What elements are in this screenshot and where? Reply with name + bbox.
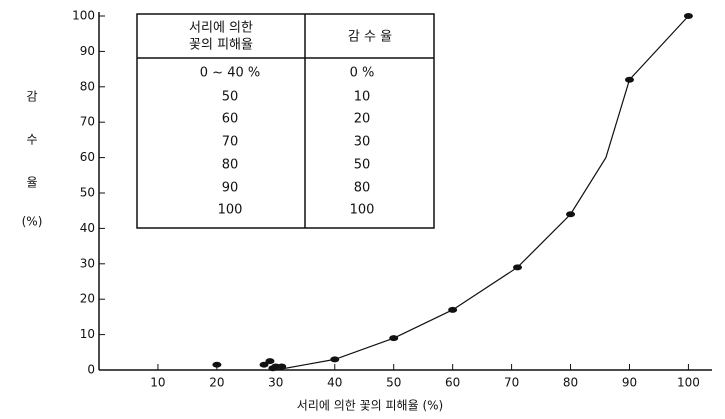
table-cell: 90	[222, 181, 239, 196]
x-tick-label: 90	[622, 376, 637, 390]
x-tick-label: 30	[268, 376, 283, 390]
table-cell: 20	[354, 112, 371, 127]
x-tick-label: 40	[327, 376, 342, 390]
table-cell: 60	[222, 112, 239, 127]
y-tick-label: 20	[80, 292, 95, 306]
data-point	[389, 335, 399, 342]
table-cell: 50	[222, 90, 239, 105]
y-tick-label: 0	[87, 363, 95, 377]
table-cell: 100	[350, 203, 375, 218]
x-axis-label: 서리에 의한 꽃의 피해율 (%)	[297, 399, 443, 413]
data-point	[212, 361, 222, 368]
table-header: 감 수 율	[348, 30, 392, 45]
data-point	[265, 358, 275, 365]
y-axis-label: (%)	[22, 215, 43, 229]
table-cell: 30	[354, 135, 371, 150]
x-tick-label: 60	[445, 376, 460, 390]
table-header: 꽃의 피해율	[189, 38, 253, 53]
table-cell: 0 ~ 40 %	[200, 66, 260, 81]
y-axis-label: 감	[26, 90, 37, 104]
y-tick-label: 50	[80, 186, 95, 200]
data-point	[683, 13, 693, 19]
x-tick-label: 10	[150, 376, 165, 390]
x-tick-label: 100	[677, 376, 700, 390]
table-cell: 80	[354, 181, 371, 196]
table-cell: 100	[218, 203, 243, 218]
data-point	[512, 264, 522, 271]
y-tick-label: 40	[80, 221, 95, 235]
x-tick-label: 70	[504, 376, 519, 390]
data-point	[624, 76, 634, 83]
data-point	[330, 356, 340, 363]
data-point	[259, 361, 269, 368]
x-tick-label: 20	[209, 376, 224, 390]
y-tick-label: 10	[80, 327, 95, 341]
y-tick-label: 70	[80, 115, 95, 129]
table-cell: 70	[222, 135, 239, 150]
table-cell: 10	[354, 90, 371, 105]
y-tick-label: 90	[80, 44, 95, 58]
data-point	[277, 363, 287, 370]
y-axis-label: 율	[26, 176, 37, 190]
y-tick-label: 80	[80, 79, 95, 93]
data-point	[448, 306, 458, 313]
y-tick-label: 100	[72, 9, 95, 23]
x-tick-label: 80	[563, 376, 578, 390]
table-header: 서리에 의한	[189, 21, 253, 36]
data-point	[566, 211, 576, 218]
y-axis-label: 수	[26, 133, 37, 147]
y-tick-label: 30	[80, 256, 95, 270]
x-tick-label: 50	[386, 376, 401, 390]
table-cell: 80	[222, 158, 239, 173]
table-cell: 0 %	[350, 66, 375, 81]
curve-line	[275, 15, 689, 371]
y-tick-label: 60	[80, 150, 95, 164]
table-border	[136, 13, 435, 229]
table-cell: 50	[354, 158, 371, 173]
